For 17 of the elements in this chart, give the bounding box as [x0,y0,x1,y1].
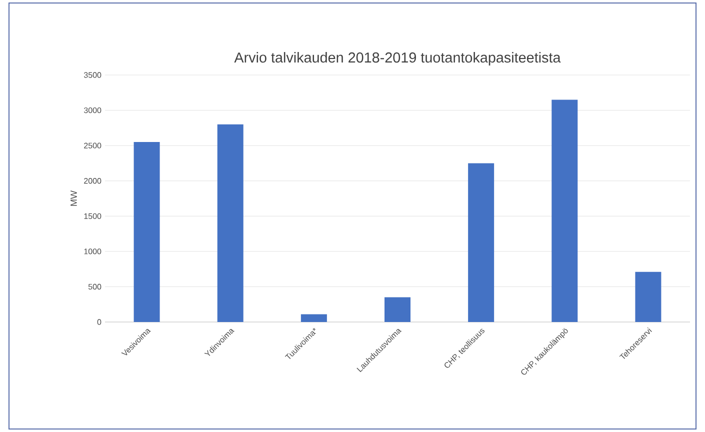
y-tick-label: 2000 [84,178,102,184]
bar [552,100,578,322]
y-axis-title: MW [70,190,77,206]
bar [635,272,662,322]
bar [134,142,160,322]
y-tick-label: 1500 [84,213,102,219]
y-tick-label: 1000 [84,248,102,254]
y-tick-label: 2500 [84,142,102,148]
chart-title: Arvio talvikauden 2018-2019 tuotantokapasiteetista [234,52,561,66]
bar [384,297,410,322]
bar [300,314,327,322]
y-tick-label: 3500 [84,72,102,78]
bar [468,163,494,322]
bar [217,124,244,322]
y-tick-label: 500 [88,284,102,290]
y-tick-label: 3000 [84,107,102,114]
y-tick-label: 0 [97,319,102,325]
